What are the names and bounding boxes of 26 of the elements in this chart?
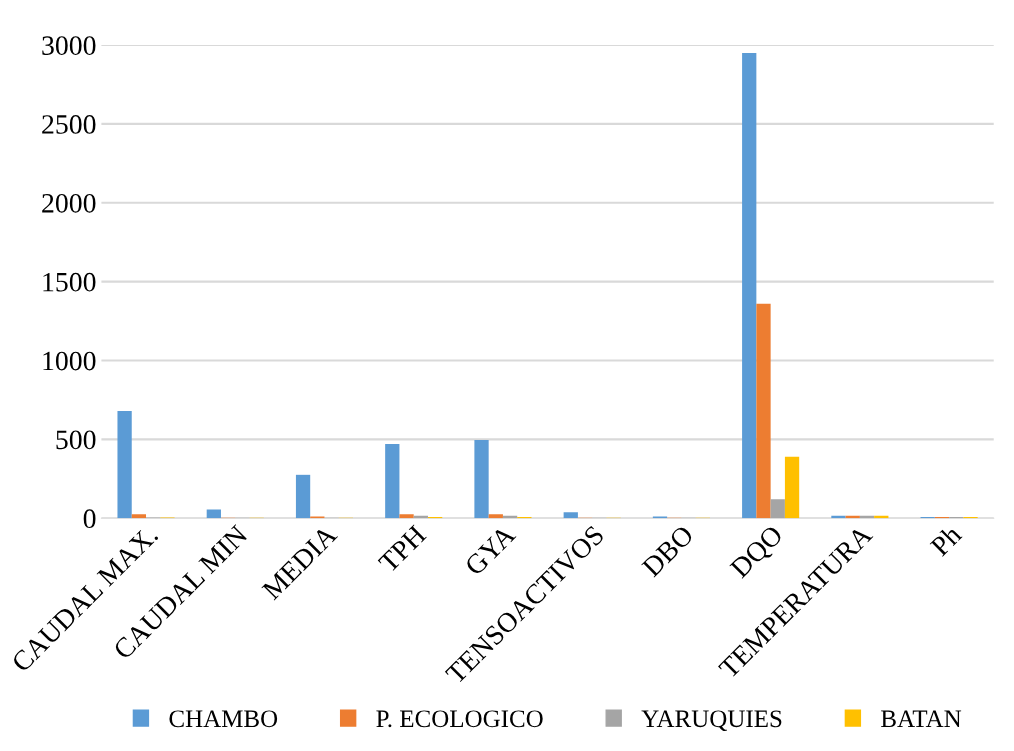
bar [742,52,757,519]
y-tick-label: 1000 [43,351,96,371]
bar [784,456,800,519]
bar [117,410,132,519]
bar [563,512,578,519]
bar [488,514,503,519]
bar [385,444,400,519]
legend-label: BATAN [881,710,962,728]
y-tick-label: 2000 [42,193,96,213]
bar [756,303,771,519]
legend-label: YARUQUIES [641,710,782,731]
y-tick-label: 2500 [42,115,96,134]
bar [474,440,489,519]
bar [399,514,414,519]
y-tick-label: 1500 [43,272,96,292]
legend-label: CHAMBO [169,710,278,728]
x-tick-label: TPH [377,524,427,574]
y-tick-label: 3000 [42,36,96,55]
bar [206,509,221,519]
bar [770,499,785,519]
y-tick-label: 0 [83,509,96,529]
bar [295,474,311,519]
bar [131,514,147,519]
y-tick-label: 500 [56,430,96,450]
x-tick-label: Ph [928,523,963,557]
legend-label: P. ECOLOGICO [376,710,543,728]
